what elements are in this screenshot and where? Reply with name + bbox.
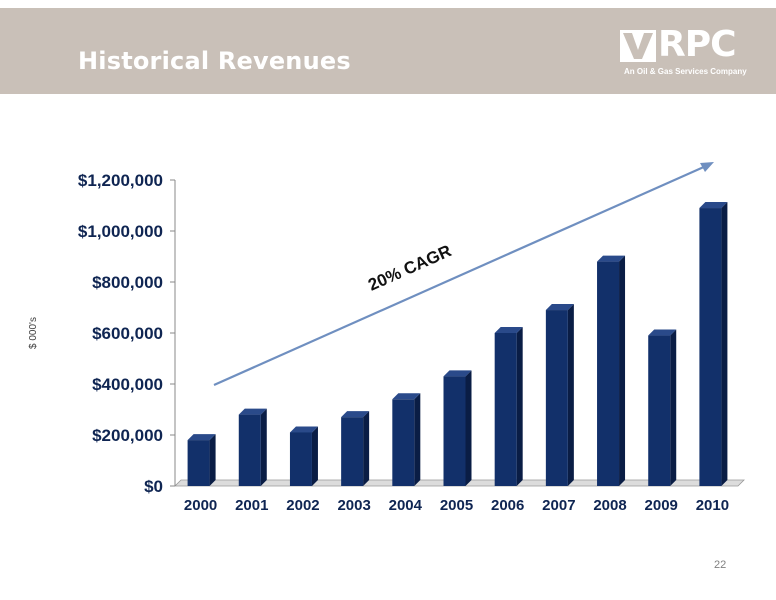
y-tick-label: $1,000,000	[78, 222, 163, 241]
bar-side	[465, 370, 472, 486]
x-tick-label: 2008	[593, 497, 626, 514]
x-tick-label: 2006	[491, 497, 524, 514]
x-tick-label: 2007	[542, 497, 575, 514]
bar-top	[392, 393, 421, 400]
y-axis-label: $ 000's	[28, 317, 39, 349]
bar-side	[311, 426, 318, 486]
trend-arrowhead-icon	[700, 162, 714, 172]
logo-wordmark: RPC	[658, 24, 737, 65]
bar-top	[187, 434, 216, 441]
page-title: Historical Revenues	[78, 47, 351, 75]
bar	[392, 399, 415, 486]
y-tick-label: $600,000	[92, 324, 163, 343]
bar-top	[545, 304, 574, 311]
bar-side	[619, 255, 626, 486]
x-tick-label: 2001	[235, 497, 268, 514]
bar	[494, 333, 517, 486]
bar	[238, 414, 261, 486]
logo-tagline: An Oil & Gas Services Company	[624, 67, 747, 76]
x-tick-label: 2000	[184, 497, 217, 514]
logo-mark-icon	[620, 30, 656, 62]
bar-side	[414, 393, 421, 486]
y-tick-label: $800,000	[92, 273, 163, 292]
y-tick-label: $1,200,000	[78, 171, 163, 190]
bar-top	[597, 255, 626, 262]
rpc-logo: RPC An Oil & Gas Services Company	[620, 24, 756, 80]
bar-top	[648, 329, 677, 336]
bar	[187, 440, 210, 486]
y-tick-label: $200,000	[92, 426, 163, 445]
x-tick-label: 2005	[440, 497, 473, 514]
bar	[341, 417, 364, 486]
bar	[699, 208, 722, 487]
bar-side	[670, 329, 677, 486]
bar-top	[341, 411, 370, 418]
bar-side	[567, 304, 574, 486]
bar	[545, 310, 568, 486]
bar-side	[721, 202, 728, 487]
y-tick-label: $400,000	[92, 375, 163, 394]
bar-side	[260, 408, 267, 486]
bar-top	[494, 327, 523, 333]
x-tick-label: 2003	[337, 497, 370, 514]
bar	[289, 432, 312, 486]
x-tick-label: 2004	[389, 497, 423, 514]
x-tick-label: 2009	[645, 497, 678, 514]
bar-side	[209, 434, 216, 486]
bar-top	[238, 408, 267, 415]
bar	[648, 335, 671, 486]
x-tick-label: 2002	[286, 497, 319, 514]
page-number: 22	[714, 559, 727, 571]
bar	[443, 376, 466, 486]
bar-side	[363, 411, 370, 486]
trend-arrow-line	[213, 164, 707, 387]
bar-top	[289, 426, 318, 433]
x-tick-label: 2010	[696, 497, 729, 514]
bar-top	[699, 202, 728, 209]
bar	[597, 261, 620, 486]
cagr-annotation: 20% CAGR	[365, 241, 454, 294]
bar-side	[516, 327, 523, 486]
bar-top	[443, 370, 472, 377]
y-tick-label: $0	[144, 477, 163, 496]
